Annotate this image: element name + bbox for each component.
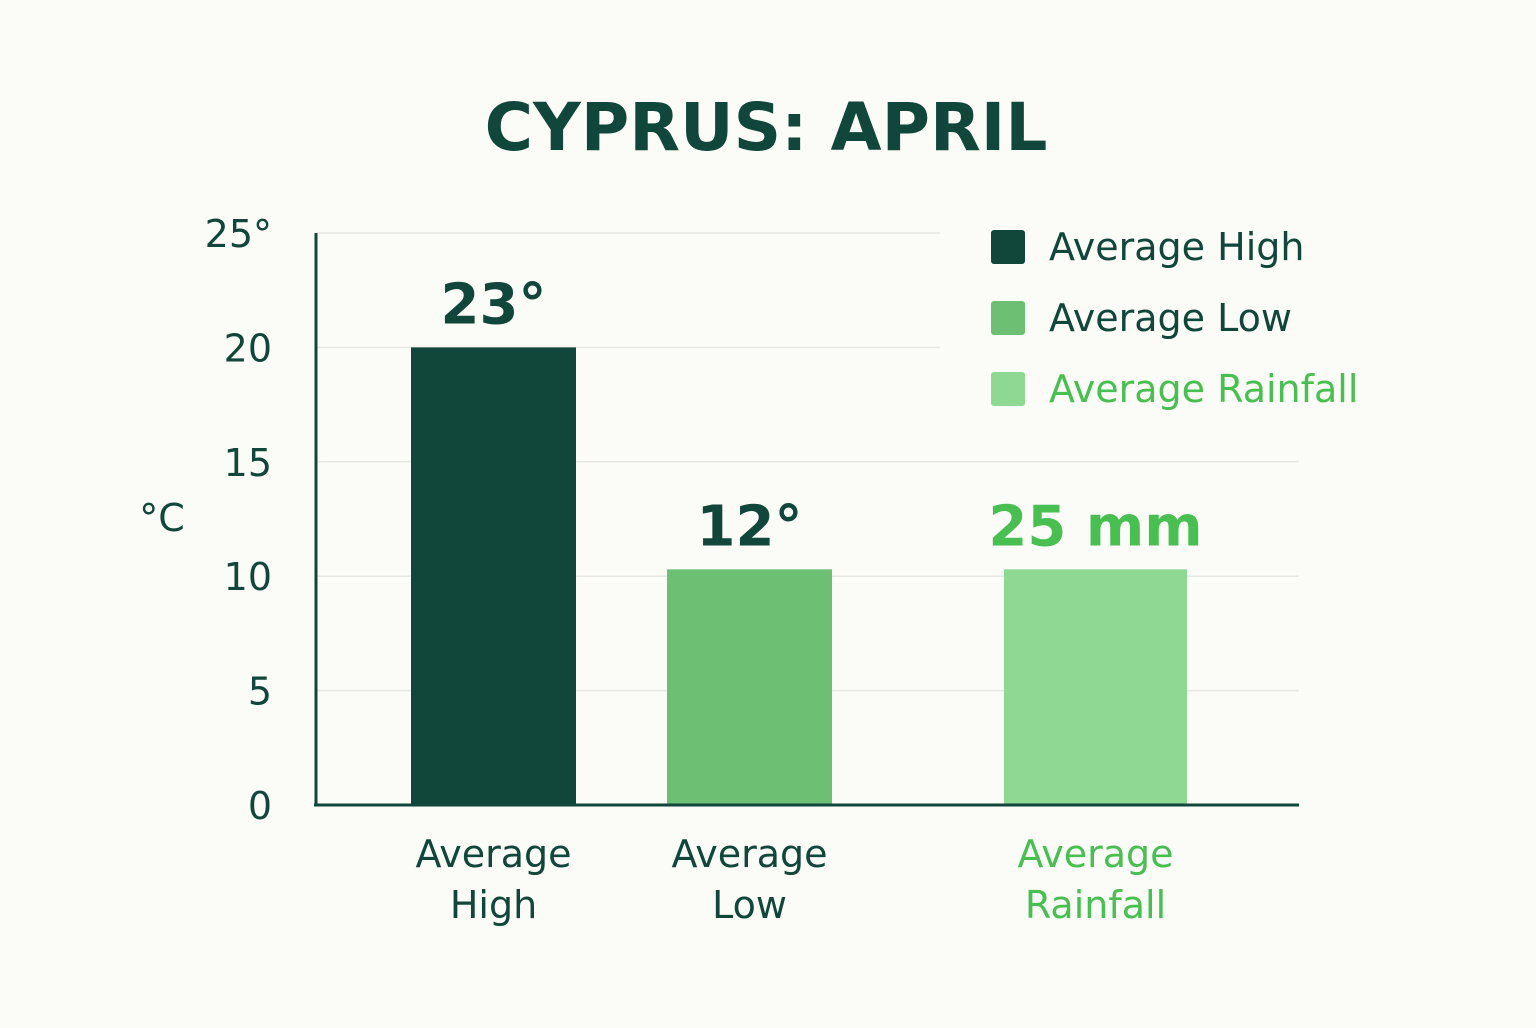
legend-swatch	[991, 372, 1025, 406]
x-tick-label: Low	[712, 883, 787, 927]
x-tick-label: Average	[415, 832, 571, 876]
data-label: 12°	[697, 494, 803, 559]
x-tick-labels: Average High Average Low Average Rainfall	[415, 832, 1173, 927]
y-tick-label: 0	[248, 784, 272, 828]
y-axis-label: °C	[139, 496, 185, 540]
y-tick-label: 25°	[205, 212, 272, 256]
legend-label: Average Low	[1049, 296, 1292, 340]
x-tick-label: High	[450, 883, 537, 927]
data-label: 25 mm	[988, 494, 1202, 559]
x-tick-label: Average	[1017, 832, 1173, 876]
legend-label: Average Rainfall	[1049, 367, 1358, 411]
y-tick-labels: 0 5 10 15 20 25°	[205, 212, 272, 828]
data-label: 23°	[441, 272, 547, 337]
y-tick-label: 20	[224, 326, 272, 370]
bar	[1004, 569, 1187, 805]
axes	[314, 233, 1299, 807]
legend-label: Average High	[1049, 225, 1304, 269]
legend-swatch	[991, 301, 1025, 335]
bar	[411, 347, 576, 805]
y-tick-label: 10	[224, 555, 272, 599]
bar	[667, 569, 832, 805]
y-tick-label: 15	[224, 441, 272, 485]
y-tick-label: 5	[248, 670, 272, 714]
chart-title: CYPRUS: APRIL	[485, 89, 1048, 166]
x-tick-label: Rainfall	[1025, 883, 1166, 927]
x-tick-label: Average	[671, 832, 827, 876]
bars	[411, 347, 1187, 805]
legend-swatch	[991, 230, 1025, 264]
legend: Average High Average Low Average Rainfall	[940, 205, 1380, 430]
data-labels: 23° 12° 25 mm	[441, 272, 1203, 559]
